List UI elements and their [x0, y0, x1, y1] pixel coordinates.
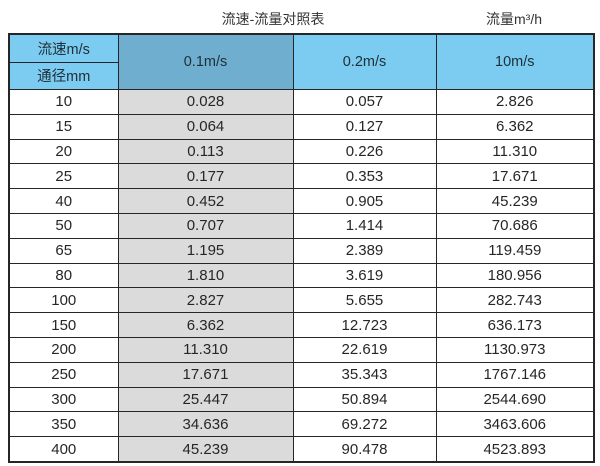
diameter-cell: 25	[8, 163, 119, 190]
table-header: 流速m/s 0.1m/s 0.2m/s 10m/s 通径mm	[8, 33, 595, 90]
corner-diameter-label: 通径mm	[8, 61, 119, 90]
flow-value-cell: 0.452	[117, 188, 294, 214]
diameter-cell: 250	[8, 361, 119, 388]
flow-value-cell: 45.239	[435, 188, 595, 214]
flow-unit-label: 流量m³/h	[486, 11, 542, 27]
diameter-cell: 150	[8, 312, 119, 338]
table-row: 65 1.195 2.389 119.459	[8, 237, 595, 264]
flow-value-cell: 50.894	[292, 386, 437, 413]
flow-value-cell: 2544.690	[435, 386, 595, 413]
table-row: 400 45.239 90.478 4523.893	[8, 436, 595, 463]
flow-value-cell: 0.707	[117, 212, 294, 239]
title-bar: 流速-流量对照表 流量m³/h	[0, 0, 600, 33]
table-row: 15 0.064 0.127 6.362	[8, 113, 595, 140]
flow-value-cell: 5.655	[292, 287, 437, 314]
diameter-cell: 350	[8, 411, 119, 438]
flow-value-cell: 0.177	[117, 163, 294, 190]
flow-value-cell: 1.195	[117, 237, 294, 264]
column-header-velocity-10: 10m/s	[435, 33, 595, 90]
flow-value-cell: 1130.973	[435, 336, 595, 363]
flow-value-cell: 1.414	[292, 212, 437, 239]
flow-value-cell: 0.127	[292, 113, 437, 140]
header-row-top: 流速m/s 0.1m/s 0.2m/s 10m/s	[8, 33, 595, 90]
flow-value-cell: 1767.146	[435, 361, 595, 388]
flow-value-cell: 282.743	[435, 287, 595, 314]
flow-value-cell: 180.956	[435, 262, 595, 289]
column-header-velocity-0_2: 0.2m/s	[292, 33, 437, 90]
flow-value-cell: 17.671	[435, 163, 595, 190]
flow-comparison-table: 流速m/s 0.1m/s 0.2m/s 10m/s 通径mm 10 0.028 0.…	[8, 33, 595, 463]
flow-value-cell: 0.353	[292, 163, 437, 190]
flow-value-cell: 3.619	[292, 262, 437, 289]
flow-value-cell: 69.272	[292, 411, 437, 438]
diameter-cell: 50	[8, 212, 119, 239]
corner-velocity-label: 流速m/s	[8, 33, 119, 63]
flow-value-cell: 4523.893	[435, 436, 595, 463]
table-row: 10 0.028 0.057 2.826	[8, 89, 595, 115]
flow-value-cell: 6.362	[435, 113, 595, 140]
table-row: 20 0.113 0.226 11.310	[8, 138, 595, 165]
table-row: 200 11.310 22.619 1130.973	[8, 336, 595, 363]
table-body: 10 0.028 0.057 2.826 15 0.064 0.127 6.362 20 0.11…	[8, 89, 595, 463]
flow-value-cell: 119.459	[435, 237, 595, 264]
flow-value-cell: 0.905	[292, 188, 437, 214]
diameter-cell: 10	[8, 89, 119, 115]
flow-value-cell: 0.028	[117, 89, 294, 115]
table-row: 50 0.707 1.414 70.686	[8, 212, 595, 239]
flow-value-cell: 636.173	[435, 312, 595, 338]
table-row: 300 25.447 50.894 2544.690	[8, 386, 595, 413]
table-row: 40 0.452 0.905 45.239	[8, 188, 595, 214]
flow-value-cell: 22.619	[292, 336, 437, 363]
flow-value-cell: 2.389	[292, 237, 437, 264]
diameter-cell: 100	[8, 287, 119, 314]
table-row: 80 1.810 3.619 180.956	[8, 262, 595, 289]
diameter-cell: 80	[8, 262, 119, 289]
flow-value-cell: 45.239	[117, 436, 294, 463]
flow-value-cell: 35.343	[292, 361, 437, 388]
diameter-cell: 40	[8, 188, 119, 214]
flow-value-cell: 0.226	[292, 138, 437, 165]
diameter-cell: 65	[8, 237, 119, 264]
table-row: 350 34.636 69.272 3463.606	[8, 411, 595, 438]
diameter-cell: 15	[8, 113, 119, 140]
header-row-bottom: 通径mm	[8, 61, 594, 90]
flow-value-cell: 2.826	[435, 89, 595, 115]
flow-value-cell: 1.810	[117, 262, 294, 289]
flow-value-cell: 0.064	[117, 113, 294, 140]
diameter-cell: 20	[8, 138, 119, 165]
flow-value-cell: 6.362	[117, 312, 294, 338]
flow-value-cell: 17.671	[117, 361, 294, 388]
flow-value-cell: 11.310	[435, 138, 595, 165]
flow-value-cell: 0.113	[117, 138, 294, 165]
flow-value-cell: 25.447	[117, 386, 294, 413]
flow-value-cell: 90.478	[292, 436, 437, 463]
page-title: 流速-流量对照表	[221, 11, 325, 27]
flow-value-cell: 12.723	[292, 312, 437, 338]
flow-value-cell: 34.636	[117, 411, 294, 438]
flow-value-cell: 0.057	[292, 89, 437, 115]
flow-value-cell: 70.686	[435, 212, 595, 239]
table-row: 100 2.827 5.655 282.743	[8, 287, 595, 314]
diameter-cell: 400	[8, 436, 119, 463]
diameter-cell: 300	[8, 386, 119, 413]
column-header-velocity-0_1: 0.1m/s	[117, 33, 294, 90]
table-row: 150 6.362 12.723 636.173	[8, 312, 595, 338]
flow-value-cell: 3463.606	[435, 411, 595, 438]
diameter-cell: 200	[8, 336, 119, 363]
flow-value-cell: 2.827	[117, 287, 294, 314]
flow-value-cell: 11.310	[117, 336, 294, 363]
table-row: 25 0.177 0.353 17.671	[8, 163, 595, 190]
table-row: 250 17.671 35.343 1767.146	[8, 361, 595, 388]
